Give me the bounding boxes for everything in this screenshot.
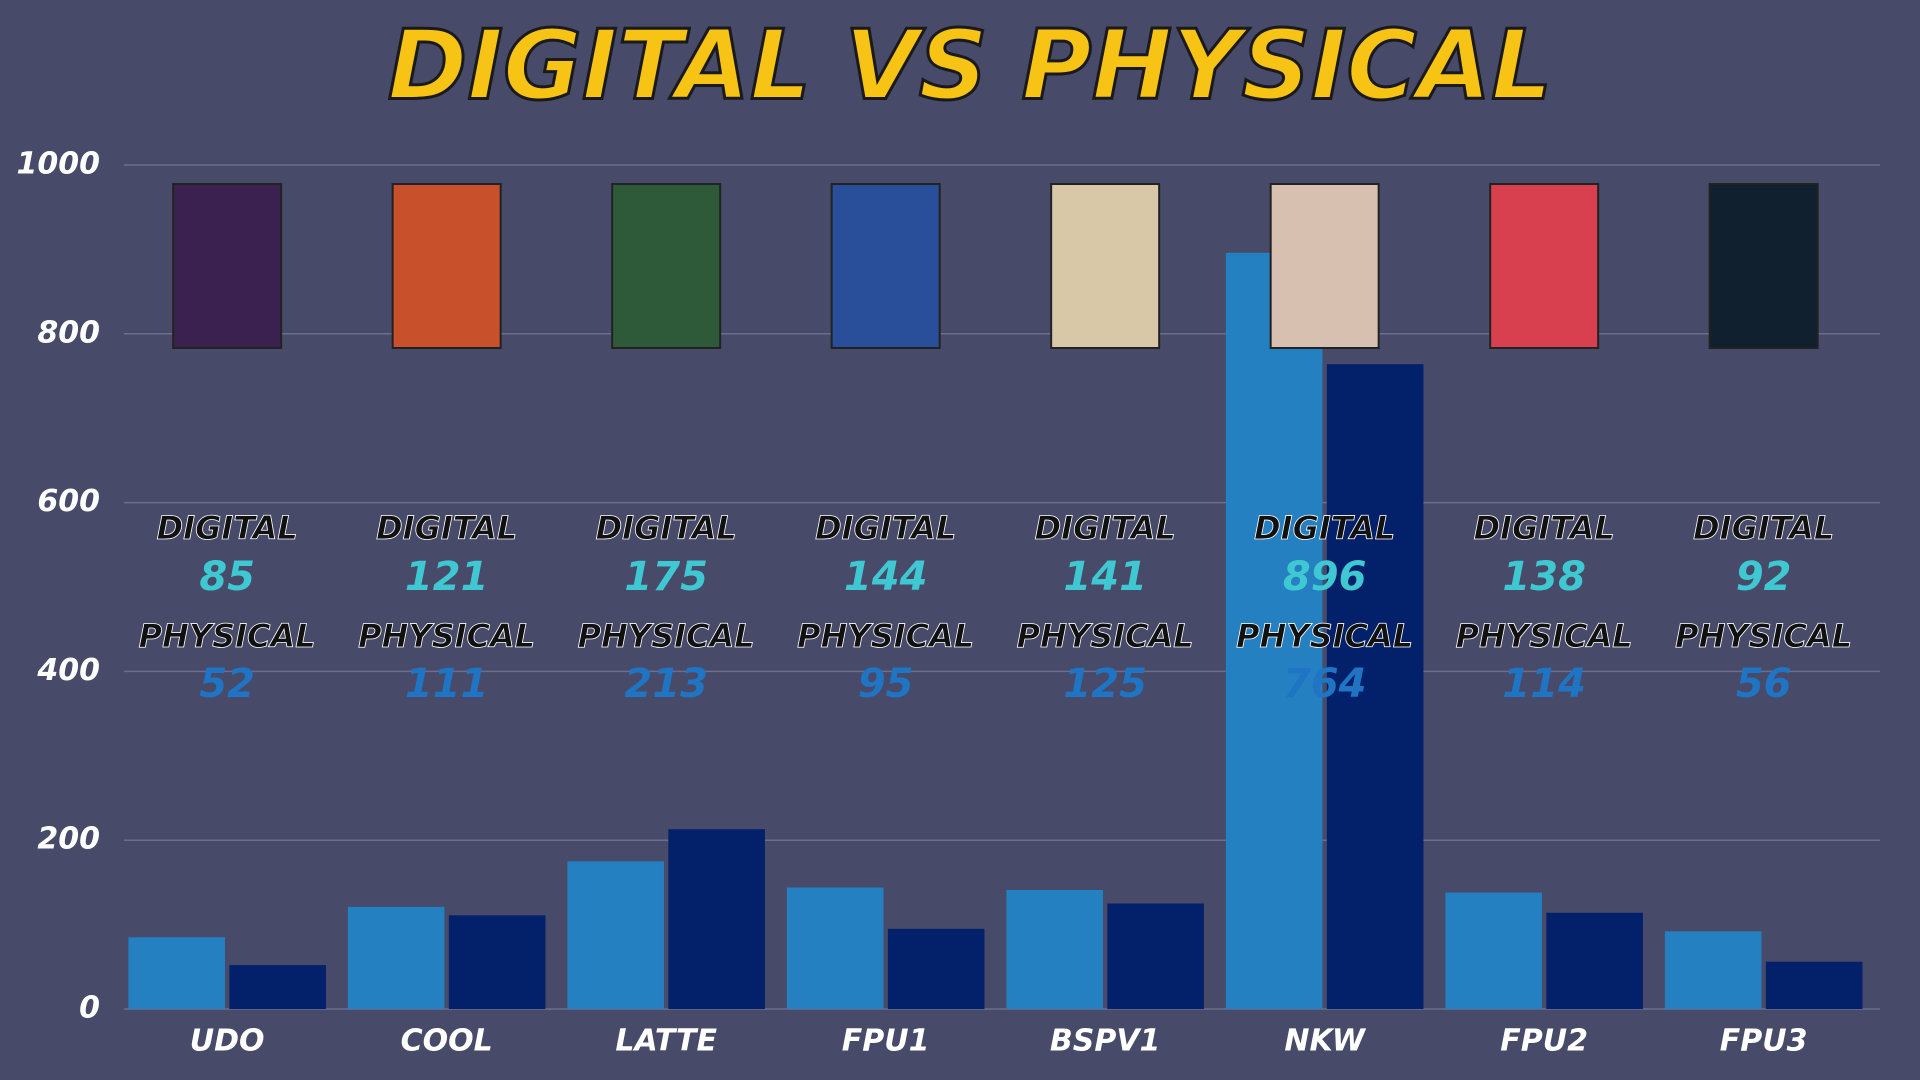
y-tick-label: 600 bbox=[37, 484, 100, 519]
value-label: 764 bbox=[1283, 661, 1367, 707]
y-tick-label: 1000 bbox=[17, 147, 101, 182]
bar bbox=[567, 861, 664, 1009]
value-label: 52 bbox=[199, 661, 255, 707]
series-label: PHYSICAL bbox=[358, 617, 535, 655]
series-label: DIGITAL bbox=[1693, 509, 1834, 547]
series-label: DIGITAL bbox=[376, 509, 517, 547]
value-label: 125 bbox=[1063, 661, 1147, 707]
cover-image bbox=[1708, 183, 1819, 349]
bar bbox=[347, 906, 445, 1009]
x-tick-label: LATTE bbox=[615, 1024, 717, 1059]
x-tick-label: BSPV1 bbox=[1050, 1024, 1161, 1059]
bar bbox=[448, 915, 546, 1009]
series-label: DIGITAL bbox=[1254, 509, 1395, 547]
series-label: DIGITAL bbox=[596, 509, 737, 547]
series-label: PHYSICAL bbox=[797, 617, 974, 655]
series-label: DIGITAL bbox=[815, 509, 956, 547]
x-tick-label: FPU2 bbox=[1500, 1024, 1588, 1059]
x-tick-label: NKW bbox=[1284, 1024, 1367, 1059]
y-tick-label: 800 bbox=[37, 315, 100, 350]
bar bbox=[1006, 889, 1103, 1009]
cover-image bbox=[1050, 183, 1161, 349]
value-label: 111 bbox=[405, 661, 489, 707]
cover-image bbox=[1489, 183, 1600, 349]
value-label: 114 bbox=[1502, 661, 1586, 707]
value-label: 56 bbox=[1736, 661, 1792, 707]
series-label: DIGITAL bbox=[157, 509, 298, 547]
x-tick-label: FPU1 bbox=[842, 1024, 930, 1059]
cover-image bbox=[611, 183, 722, 349]
value-label: 138 bbox=[1502, 554, 1586, 600]
series-label: PHYSICAL bbox=[1017, 617, 1194, 655]
bar bbox=[668, 829, 765, 1009]
series-label: PHYSICAL bbox=[139, 617, 316, 655]
bar bbox=[1765, 961, 1863, 1009]
bar bbox=[128, 937, 225, 1009]
bar bbox=[1225, 252, 1323, 1009]
value-label: 141 bbox=[1063, 554, 1147, 600]
series-label: PHYSICAL bbox=[1236, 617, 1413, 655]
x-tick-label: COOL bbox=[401, 1024, 493, 1059]
y-tick-label: 200 bbox=[37, 822, 100, 857]
bar bbox=[887, 928, 985, 1009]
cover-image bbox=[391, 183, 502, 349]
bar bbox=[1445, 892, 1542, 1009]
cover-image bbox=[830, 183, 941, 349]
value-label: 95 bbox=[858, 661, 914, 707]
series-label: PHYSICAL bbox=[578, 617, 755, 655]
value-label: 144 bbox=[844, 554, 928, 600]
bar bbox=[1546, 912, 1643, 1009]
series-label: PHYSICAL bbox=[1456, 617, 1633, 655]
y-tick-label: 400 bbox=[36, 653, 100, 688]
cover-image bbox=[172, 183, 283, 349]
bar bbox=[1107, 903, 1204, 1009]
x-tick-label: UDO bbox=[190, 1024, 265, 1059]
x-tick-label: FPU3 bbox=[1720, 1024, 1808, 1059]
value-label: 175 bbox=[624, 554, 708, 600]
cover-image bbox=[1269, 183, 1380, 349]
bar bbox=[1326, 364, 1424, 1010]
bar bbox=[786, 887, 884, 1009]
y-tick-label: 0 bbox=[79, 991, 100, 1026]
value-label: 92 bbox=[1736, 554, 1792, 600]
value-label: 85 bbox=[199, 554, 255, 600]
series-label: DIGITAL bbox=[1474, 509, 1615, 547]
chart-title: DIGITAL VS PHYSICAL bbox=[388, 9, 1553, 121]
value-label: 213 bbox=[624, 661, 708, 707]
series-label: PHYSICAL bbox=[1675, 617, 1852, 655]
bar bbox=[229, 965, 326, 1009]
series-label: DIGITAL bbox=[1035, 509, 1176, 547]
bar bbox=[1664, 931, 1762, 1009]
value-label: 896 bbox=[1283, 554, 1367, 600]
value-label: 121 bbox=[405, 554, 489, 600]
